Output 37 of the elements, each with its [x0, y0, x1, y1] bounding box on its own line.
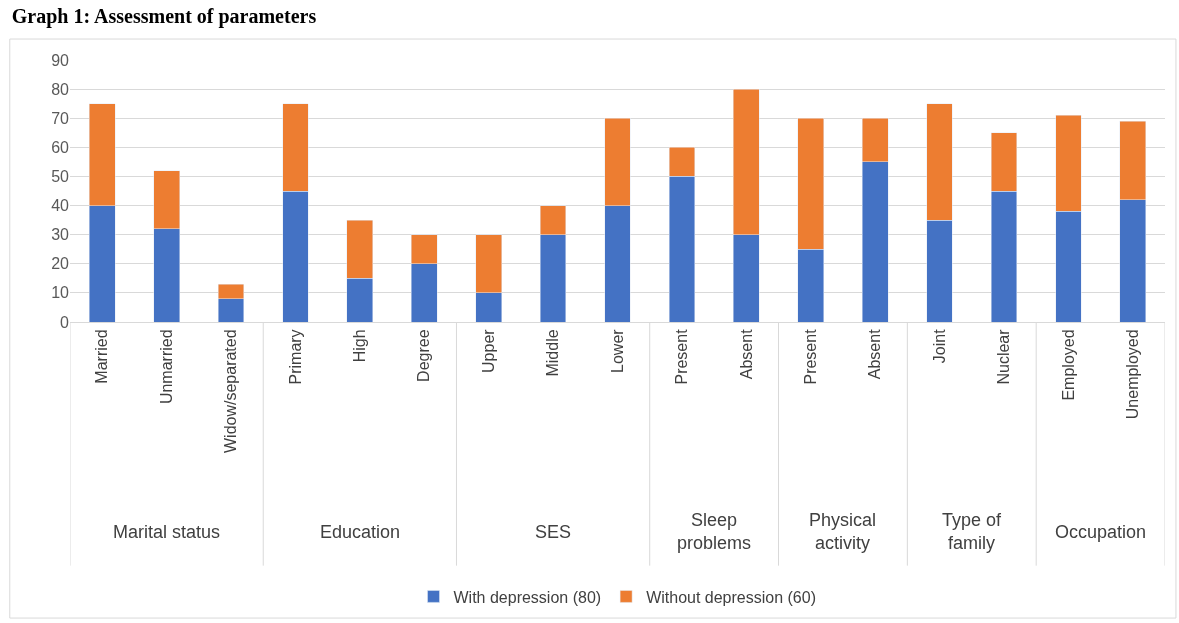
legend-label: Without depression (60)	[646, 588, 816, 606]
x-tick-label: Primary	[286, 329, 304, 385]
x-tick-label: Unemployed	[1123, 329, 1141, 420]
text: SES	[535, 522, 572, 542]
x-tick-label: Upper	[479, 328, 497, 373]
chart-title: Graph 1: Assessment of parameters	[11, 5, 317, 29]
text: Sleep problems	[677, 510, 752, 554]
x-tick-label: Widow/separated	[222, 329, 240, 454]
y-tick-label: 0	[60, 313, 70, 331]
y-tick-label: 50	[51, 168, 70, 186]
y-tick-label: 20	[51, 255, 70, 273]
text: Type of family	[942, 510, 1003, 554]
x-tick-label: Lower	[608, 328, 626, 373]
text: Physical activity	[809, 510, 877, 554]
x-tick-label: Middle	[544, 329, 562, 377]
x-tick-label: Present	[673, 328, 691, 385]
x-tick-label: High	[351, 329, 369, 363]
y-tick-label: 90	[51, 51, 70, 69]
y-tick-label: 10	[51, 284, 70, 302]
x-tick-label: Absent	[737, 328, 755, 380]
x-tick-label: Absent	[866, 328, 884, 380]
y-tick-label: 60	[51, 138, 70, 156]
y-tick-label: 80	[51, 80, 70, 98]
x-tick-label: Unmarried	[157, 329, 175, 405]
y-tick-label: 30	[51, 226, 70, 244]
x-tick-label: Nuclear	[995, 328, 1013, 385]
text: Occupation	[1055, 522, 1147, 542]
x-tick-label: Employed	[1059, 329, 1077, 401]
y-tick-label: 40	[51, 197, 70, 215]
legend-label: With depression (80)	[453, 588, 602, 606]
x-tick-label: Joint	[930, 328, 948, 364]
x-tick-label: Present	[801, 328, 819, 385]
x-tick-label: Married	[93, 329, 111, 384]
text: Education	[320, 522, 401, 542]
text: Marital status	[113, 522, 221, 542]
x-tick-label: Degree	[415, 329, 433, 382]
y-tick-label: 70	[51, 109, 70, 127]
